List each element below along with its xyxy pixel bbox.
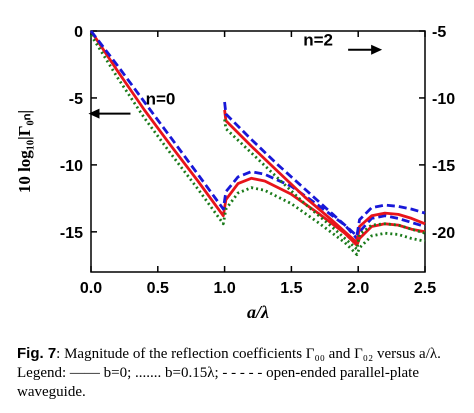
x-tick-label: 2.0 bbox=[347, 280, 369, 297]
curve-n2-b0 bbox=[223, 109, 426, 244]
caption-text: : Magnitude of the reflection coefficien… bbox=[17, 346, 441, 400]
annotation-label: n=2 bbox=[303, 31, 333, 50]
y-tick-label-right: -15 bbox=[432, 158, 455, 175]
chart: a/λ 10 log₁₀|Γ₀ₙ| 0.0 0.5 1.0 1.5 2.0 2.5 0 -5 -1… bbox=[15, 24, 455, 322]
caption-label: Fig. 7 bbox=[17, 345, 57, 362]
axes: a/λ 10 log₁₀|Γ₀ₙ| bbox=[15, 30, 426, 322]
annotation-label: n=0 bbox=[146, 90, 176, 109]
plot-frame bbox=[90, 30, 426, 273]
figure-caption: Fig. 7: Magnitude of the reflection coef… bbox=[17, 344, 457, 402]
curve-n0-b0 bbox=[89, 30, 426, 247]
x-tick-label: 0.0 bbox=[80, 280, 102, 297]
x-axis-label: a/λ bbox=[247, 302, 269, 322]
y-tick-label-right: -10 bbox=[432, 91, 455, 108]
y-tick-label-right: -5 bbox=[432, 24, 446, 41]
x-tick-label: 0.5 bbox=[147, 280, 169, 297]
y-tick-label-left: -10 bbox=[60, 158, 83, 175]
x-tick-label: 1.0 bbox=[213, 280, 235, 297]
y-tick-label-left: 0 bbox=[74, 24, 83, 41]
annotations: n=0 n=2 bbox=[88, 31, 383, 119]
x-tick-label: 2.5 bbox=[414, 280, 436, 297]
y-tick-label-left: -15 bbox=[60, 225, 83, 242]
curve-n2-b015 bbox=[223, 119, 426, 251]
curve-n0-b015 bbox=[89, 34, 426, 256]
y-tick-label-left: -5 bbox=[69, 91, 83, 108]
arrow-right-head bbox=[371, 44, 383, 55]
y-axis-label-left: 10 log₁₀|Γ₀ₙ| bbox=[15, 110, 34, 193]
y-tick-label-right: -20 bbox=[432, 225, 455, 242]
curves bbox=[89, 30, 426, 256]
x-tick-label: 1.5 bbox=[280, 280, 302, 297]
curve-n0-open bbox=[89, 30, 426, 240]
arrow-left-head bbox=[88, 108, 100, 119]
ticks: 0.0 0.5 1.0 1.5 2.0 2.5 0 -5 -10 -15 -5 -10 -15 -20 bbox=[60, 24, 455, 297]
